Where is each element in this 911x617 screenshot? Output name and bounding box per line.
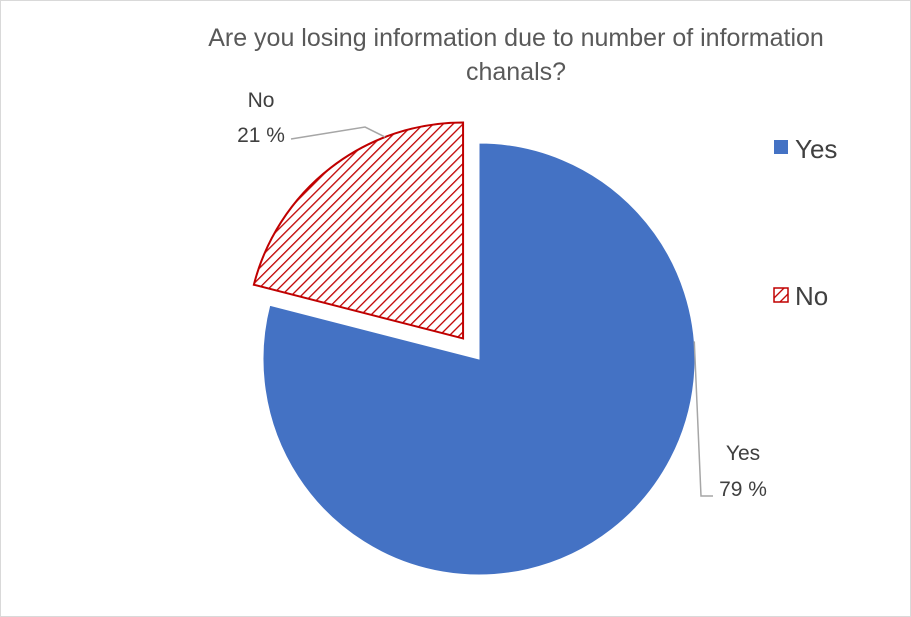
data-label-no-category: No xyxy=(248,89,275,112)
data-label-yes-value: 79 % xyxy=(719,478,767,501)
leader-lines xyxy=(290,126,713,497)
chart-title-line-2: chanals? xyxy=(466,58,566,86)
data-label-yes-category: Yes xyxy=(726,442,760,465)
legend-swatch-yes xyxy=(774,140,788,154)
legend: Yes No xyxy=(773,134,837,311)
legend-swatch-no xyxy=(773,287,789,303)
leader-line-no xyxy=(290,126,386,140)
legend-label-no: No xyxy=(795,281,828,311)
chart-title-line-1: Are you losing information due to number… xyxy=(208,24,824,52)
pie-slices xyxy=(252,121,696,576)
pie-slice-no xyxy=(252,121,465,340)
legend-label-yes: Yes xyxy=(795,134,837,164)
data-label-no-value: 21 % xyxy=(237,124,285,147)
pie-slice-yes xyxy=(262,142,696,576)
leader-line-yes xyxy=(693,341,713,497)
